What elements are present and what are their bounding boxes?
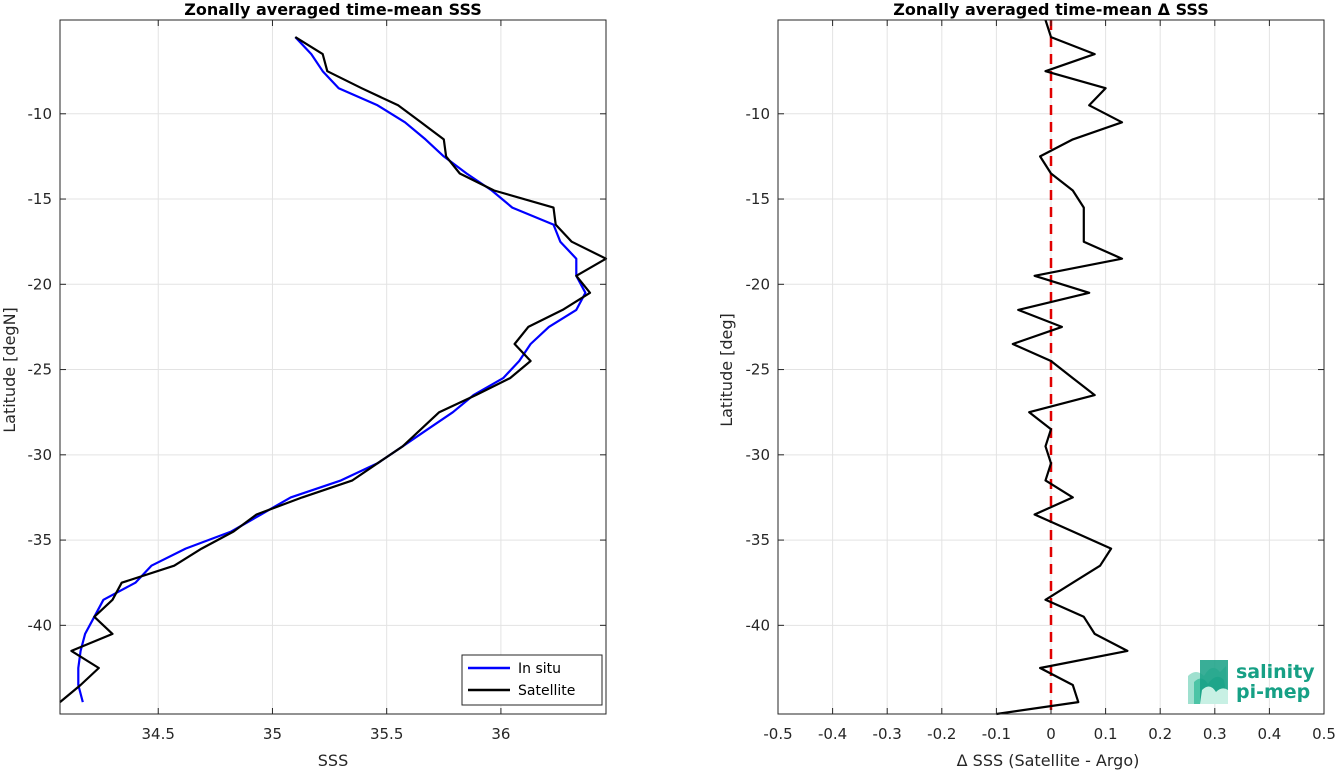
legend: In situ Satellite [461, 654, 603, 706]
ticks-left: 34.5 35 35.5 36 -10 -15 -20 -25 -30 -35 -40 [28, 20, 606, 743]
series-right [996, 19, 1129, 716]
logo-waves-icon [1188, 660, 1228, 704]
x-tick-label-right: 0.3 [1203, 725, 1227, 743]
y-tick-label-left: -35 [28, 531, 53, 549]
chart-title-left: Zonally averaged time-mean SSS [184, 0, 482, 19]
y-axis-label-left: Latitude [degN] [0, 307, 19, 433]
legend-label-satellite: Satellite [518, 683, 575, 699]
salinity-pi-mep-logo: salinity pi-mep [1188, 660, 1315, 704]
series-left [59, 36, 608, 703]
series-line-in-situ [77, 36, 587, 703]
panel-sss: 34.5 35 35.5 36 -10 -15 -20 -25 -30 -35 -40 Zonall… [0, 0, 608, 770]
x-tick-label-right: 0.4 [1257, 725, 1281, 743]
x-axis-label-right: Δ SSS (Satellite - Argo) [957, 751, 1140, 770]
legend-label-in-situ: In situ [518, 661, 561, 677]
x-tick-label-right: 0.2 [1148, 725, 1172, 743]
series-line-satellite [59, 36, 608, 703]
x-tick-label-left: 35.5 [370, 725, 403, 743]
x-tick-label-right: 0.1 [1094, 725, 1118, 743]
x-tick-label-right: -0.1 [982, 725, 1011, 743]
y-tick-label-left: -10 [28, 105, 53, 123]
logo-text-salinity: salinity [1236, 661, 1315, 683]
y-tick-label-left: -25 [28, 361, 53, 379]
x-tick-label-right: 0.5 [1312, 725, 1336, 743]
chart-title-right: Zonally averaged time-mean Δ SSS [893, 0, 1209, 19]
legend-box [461, 654, 603, 706]
x-tick-label-right: -0.5 [763, 725, 792, 743]
y-tick-label-left: -30 [28, 446, 53, 464]
y-tick-label-right: -20 [746, 275, 771, 293]
y-tick-label-left: -20 [28, 275, 53, 293]
axes-box-left [59, 19, 607, 715]
x-axis-label-left: SSS [318, 751, 348, 770]
panel-delta-sss: -0.5 -0.4 -0.3 -0.2 -0.1 0 0.1 0.2 0.3 0.4 0.5 -10 -… [717, 0, 1336, 770]
y-tick-label-right: -40 [746, 616, 771, 634]
ticks-right: -0.5 -0.4 -0.3 -0.2 -0.1 0 0.1 0.2 0.3 0.4 0.5 -10 -… [746, 20, 1336, 743]
x-tick-label-left: 34.5 [142, 725, 175, 743]
y-axis-label-right: Latitude [deg] [717, 313, 736, 427]
grid-left [60, 20, 606, 714]
y-tick-label-left: -40 [28, 616, 53, 634]
y-tick-label-right: -30 [746, 446, 771, 464]
y-tick-label-right: -15 [746, 190, 771, 208]
y-tick-label-right: -25 [746, 361, 771, 379]
x-tick-label-right: 0 [1046, 725, 1056, 743]
x-tick-label-right: -0.2 [927, 725, 956, 743]
x-tick-label-left: 35 [263, 725, 282, 743]
x-tick-label-right: -0.4 [818, 725, 847, 743]
y-tick-label-right: -10 [746, 105, 771, 123]
y-tick-label-right: -35 [746, 531, 771, 549]
logo-text-pi-mep: pi-mep [1236, 681, 1310, 703]
x-tick-label-left: 36 [491, 725, 510, 743]
y-tick-label-left: -15 [28, 190, 53, 208]
series-line-delta-sss [996, 19, 1129, 716]
x-tick-label-right: -0.3 [873, 725, 902, 743]
